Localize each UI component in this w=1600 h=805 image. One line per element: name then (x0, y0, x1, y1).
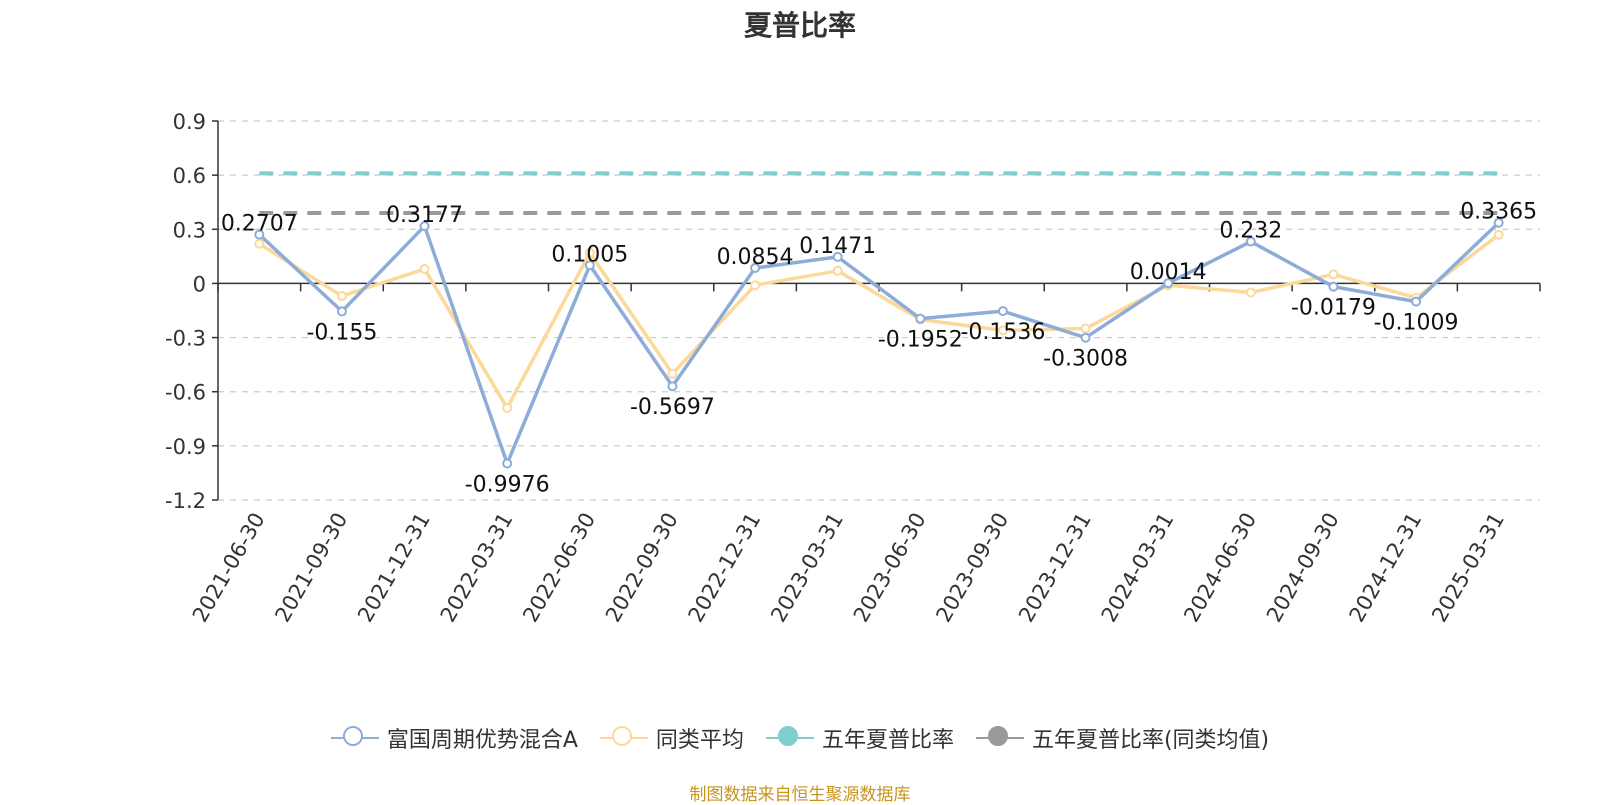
peer-average-point (1080, 323, 1091, 334)
fund-data-label: 0.1005 (551, 242, 628, 267)
fund-point (336, 306, 347, 317)
fund-data-label: -0.1952 (878, 328, 963, 353)
x-tick-label: 2023-06-30 (849, 509, 931, 627)
peer-average-point (832, 265, 843, 276)
peer-average-point (419, 263, 430, 274)
legend-label-fund: 富国周期优势混合A (386, 728, 578, 753)
legend: 富国周期优势混合A 同类平均 五年夏普比率 五年夏普比率(同类均值) (0, 722, 1600, 754)
y-tick-label: -0.9 (165, 435, 206, 459)
fund-point (1163, 278, 1174, 289)
fund-data-label: -0.1009 (1374, 311, 1459, 336)
peer-average-point (1493, 229, 1504, 240)
fund-data-label: -0.3008 (1043, 347, 1128, 372)
fund-data-label: 0.232 (1219, 219, 1282, 244)
fund-point (1245, 236, 1256, 247)
x-tick-label: 2024-03-31 (1097, 509, 1179, 627)
legend-fund-icon (330, 726, 379, 750)
fund-point (254, 229, 265, 240)
peer-average-point (997, 325, 1008, 336)
fund-point (1411, 296, 1422, 307)
y-tick-label: -0.6 (165, 381, 206, 405)
legend-item-peer-average[interactable]: 同类平均 (599, 722, 744, 754)
fund-point (750, 263, 761, 274)
legend-item-five-year-peer[interactable]: 五年夏普比率(同类均值) (975, 722, 1270, 754)
y-tick-label: 0.9 (173, 110, 206, 134)
series-lines (254, 171, 1504, 469)
peer-average-point (254, 238, 265, 249)
peer-average-point (584, 247, 595, 258)
fund-point (502, 458, 513, 469)
fund-series-line (258, 221, 1500, 466)
chart-title: 夏普比率 (743, 9, 856, 42)
fund-point (419, 221, 430, 232)
legend-label-five-year: 五年夏普比率 (821, 728, 954, 753)
fund-data-label: 0.3365 (1460, 200, 1537, 225)
fund-point (997, 306, 1008, 317)
y-tick-label: 0.3 (173, 218, 206, 242)
fund-data-label: 0.0014 (1130, 260, 1207, 285)
x-tick-label: 2022-06-30 (518, 509, 600, 627)
fund-point (915, 313, 926, 324)
fund-data-label: -0.9976 (465, 472, 550, 497)
x-tick-label: 2024-09-30 (1262, 509, 1344, 627)
peer-average-series-line (258, 233, 1500, 410)
fund-data-label: -0.155 (306, 320, 377, 345)
data-labels: 0.2707 -0.155 0.3177 -0.9976 0.1005 -0.5697 0.… (221, 200, 1537, 498)
y-tick-label: 0 (193, 272, 206, 296)
x-tick-label: 2022-03-31 (436, 509, 518, 627)
peer-average-point (1245, 287, 1256, 298)
fund-point (1080, 332, 1091, 343)
fund-point (584, 260, 595, 271)
legend-peer-average-icon (599, 726, 648, 750)
x-tick-label: 2022-12-31 (684, 509, 766, 627)
source-note: 制图数据来自恒生聚源数据库 (689, 785, 911, 805)
fund-data-label: 0.3177 (386, 203, 463, 228)
x-tick-label: 2021-06-30 (188, 509, 270, 627)
legend-label-peer-average: 同类平均 (655, 728, 744, 753)
legend-five-year-icon (765, 726, 814, 750)
y-tick-label: 0.6 (173, 164, 206, 188)
y-tick-label: -1.2 (165, 489, 206, 513)
legend-five-year-peer-icon (975, 726, 1024, 750)
fund-data-label: 0.2707 (221, 212, 298, 237)
x-tick-label: 2021-12-31 (353, 509, 435, 627)
fund-point (1493, 217, 1504, 228)
x-tick-label: 2021-09-30 (270, 509, 352, 627)
fund-data-label: 0.0854 (717, 245, 794, 270)
legend-item-five-year[interactable]: 五年夏普比率 (765, 722, 954, 754)
peer-average-point (502, 402, 513, 413)
x-tick-label: 2022-09-30 (601, 509, 683, 627)
x-tick-label: 2024-12-31 (1345, 509, 1427, 627)
peer-average-point (336, 291, 347, 302)
x-tick-label: 2023-09-30 (931, 509, 1013, 627)
legend-label-five-year-peer: 五年夏普比率(同类均值) (1031, 728, 1270, 753)
x-tick-label: 2024-06-30 (1179, 509, 1261, 627)
x-tick-label: 2023-03-31 (766, 509, 848, 627)
legend-item-fund[interactable]: 富国周期优势混合A (330, 722, 578, 754)
y-tick-label: -0.3 (165, 327, 206, 351)
peer-average-point (667, 368, 678, 379)
peer-average-point (750, 280, 761, 291)
peer-average-point (1328, 269, 1339, 280)
x-tick-label: 2023-12-31 (1014, 509, 1096, 627)
fund-point (832, 251, 843, 262)
fund-data-label: 0.1471 (799, 234, 876, 259)
fund-data-label: -0.0179 (1291, 296, 1376, 321)
fund-data-label: -0.1536 (960, 320, 1045, 345)
x-tick-label: 2025-03-31 (1427, 509, 1509, 627)
fund-data-label: -0.5697 (630, 395, 715, 420)
fund-point (667, 381, 678, 392)
fund-point (1328, 281, 1339, 292)
